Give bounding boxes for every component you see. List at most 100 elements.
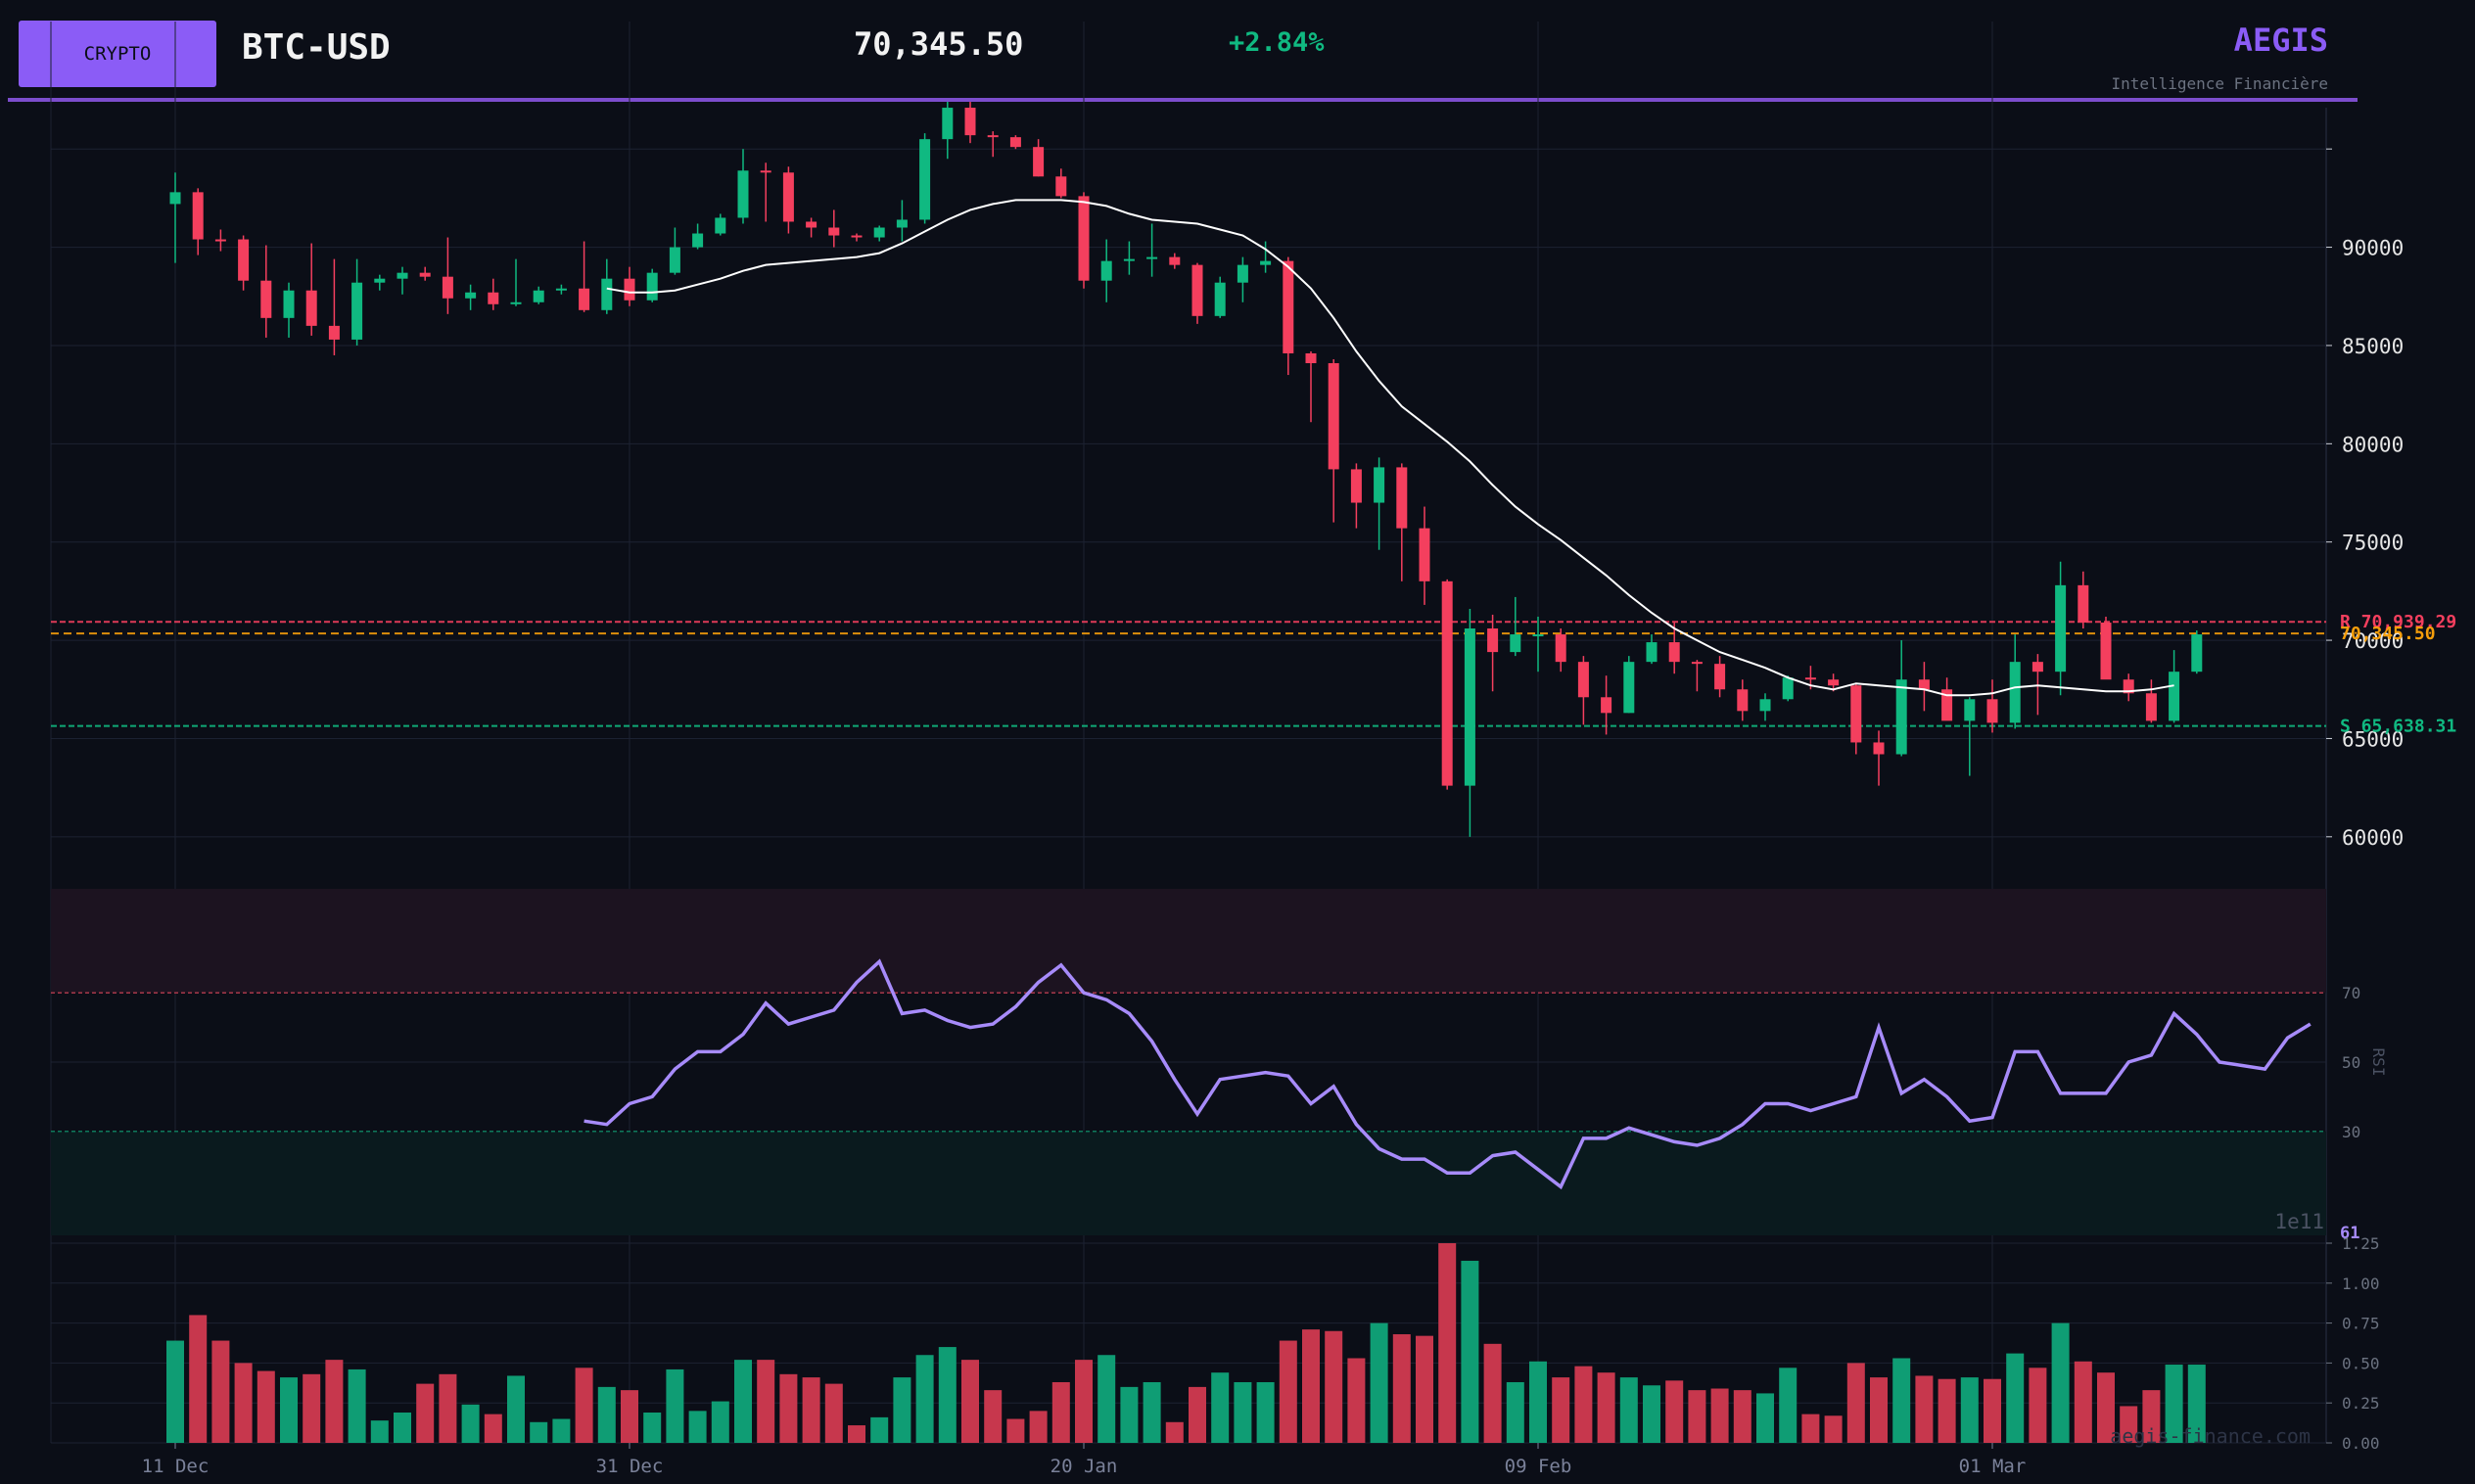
volume-bar <box>1438 1243 1457 1443</box>
volume-bar <box>1120 1386 1139 1443</box>
volume-bar <box>575 1368 593 1443</box>
candle-body <box>601 278 613 310</box>
candle-body <box>1100 260 1112 281</box>
volume-bar <box>893 1377 911 1443</box>
brand-logo: AEGIS <box>2233 22 2328 59</box>
volume-bar <box>257 1370 275 1443</box>
candle-body <box>1714 664 1726 690</box>
candle-body <box>2123 679 2134 694</box>
candle-body <box>1396 467 1408 529</box>
candle-body <box>1895 679 1907 755</box>
candle-body <box>1260 260 1272 265</box>
candle-body <box>510 301 522 304</box>
candle-body <box>1986 699 1998 723</box>
volume-bar <box>984 1390 1003 1443</box>
candle-body <box>1464 628 1475 786</box>
volume-bar <box>2187 1365 2206 1443</box>
volume-bar <box>1960 1377 1979 1443</box>
candle-body <box>260 280 272 318</box>
candle-body <box>1009 137 1021 148</box>
volume-bar <box>1870 1377 1888 1443</box>
candle-body <box>2191 634 2203 672</box>
volume-bar <box>1892 1358 1911 1443</box>
volume-bar <box>1756 1393 1774 1443</box>
volume-bar <box>2029 1368 2047 1443</box>
volume-bar <box>416 1383 435 1443</box>
price-tick-label: 70000 <box>2342 629 2404 653</box>
volume-bar <box>1779 1368 1798 1443</box>
candle-body <box>1964 699 1976 721</box>
volume-bar <box>2165 1365 2183 1443</box>
volume-bar <box>1234 1381 1252 1443</box>
candle-body <box>1305 352 1317 364</box>
volume-bar <box>1029 1411 1048 1443</box>
volume-bar <box>1006 1418 1025 1443</box>
candle-body <box>1078 196 1090 281</box>
volume-bar <box>1665 1380 1684 1443</box>
candle-body <box>1691 662 1703 665</box>
candle-body <box>1873 742 1885 755</box>
candle-body <box>238 239 250 281</box>
volume-bar <box>2074 1361 2092 1443</box>
volume-bar <box>394 1412 411 1443</box>
candle-body <box>397 272 408 279</box>
candle-body <box>283 290 295 318</box>
volume-bar <box>688 1411 707 1443</box>
volume-bar <box>870 1416 889 1443</box>
candle-body <box>328 325 340 340</box>
price-change: +2.84% <box>1229 27 1325 58</box>
x-tick-label: 20 Jan <box>1051 1456 1118 1477</box>
volume-bar <box>2006 1353 2025 1443</box>
volume-bar <box>1302 1329 1320 1443</box>
price-tick-label: 60000 <box>2342 826 2404 850</box>
candle-body <box>214 239 226 242</box>
volume-bar <box>1801 1414 1820 1443</box>
volume-tick-label: 0.75 <box>2342 1315 2380 1333</box>
last-price-label: 70,345.50 <box>2340 624 2436 644</box>
volume-bar <box>325 1360 344 1443</box>
volume-bar <box>1643 1385 1660 1443</box>
volume-bar <box>1279 1340 1297 1443</box>
watermark: aegis-finance.com <box>2110 1424 2311 1448</box>
x-tick-label: 11 Dec <box>142 1456 210 1477</box>
price-tick-label: 90000 <box>2342 237 2404 260</box>
candle-body <box>465 292 477 299</box>
volume-bar <box>2097 1372 2115 1443</box>
candle-body <box>1487 628 1499 653</box>
volume-bar <box>303 1373 321 1443</box>
candle-body <box>692 233 704 248</box>
candle-body <box>1918 679 1930 690</box>
candle-body <box>1055 176 1067 197</box>
candle-body <box>1374 467 1385 503</box>
candle-body <box>1555 634 1566 663</box>
candle-body <box>579 288 590 310</box>
volume-bar <box>1097 1355 1116 1443</box>
volume-bar <box>234 1363 253 1443</box>
header-divider <box>8 98 2358 102</box>
volume-bar <box>1370 1322 1388 1443</box>
volume-bar <box>848 1425 865 1443</box>
candle-body <box>1759 699 1771 712</box>
candle-body <box>1532 634 1544 637</box>
candle-body <box>964 108 976 136</box>
volume-bar <box>1256 1381 1275 1443</box>
volume-bar <box>824 1383 843 1443</box>
rsi-axis-label: RSI <box>2369 1048 2388 1077</box>
volume-bar <box>370 1420 389 1443</box>
volume-bar <box>530 1421 548 1443</box>
candle-body <box>1214 282 1226 316</box>
volume-bar <box>1392 1334 1411 1443</box>
candle-body <box>1623 662 1635 714</box>
x-tick-label: 09 Feb <box>1505 1456 1572 1477</box>
volume-scale-label: 1e11 <box>2274 1210 2324 1233</box>
volume-bar <box>1506 1381 1524 1443</box>
candle-body <box>1668 642 1680 663</box>
volume-bar <box>461 1404 480 1443</box>
candle-body <box>442 276 453 299</box>
volume-bar <box>1984 1378 2001 1443</box>
category-badge[interactable]: CRYPTO <box>19 21 216 87</box>
price-tick-label: 80000 <box>2342 433 2404 456</box>
candle-body <box>1146 256 1158 259</box>
candle-body <box>1510 634 1521 653</box>
candle-body <box>2169 672 2180 721</box>
